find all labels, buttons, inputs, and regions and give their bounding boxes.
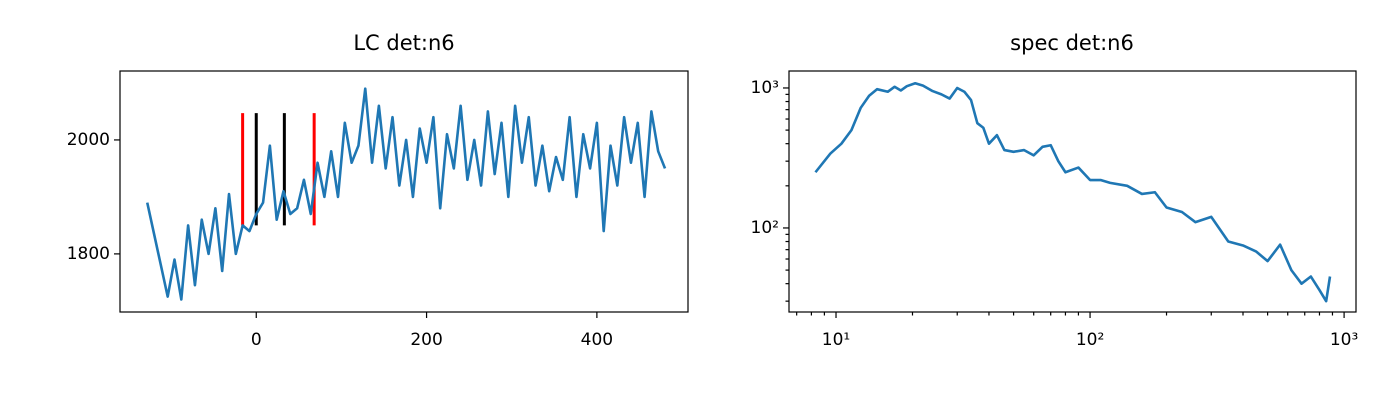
chart-title: spec det:n6 bbox=[1010, 31, 1134, 55]
chart-title: LC det:n6 bbox=[353, 31, 454, 55]
axes-frame bbox=[788, 70, 1357, 313]
y-tick-label: 1800 bbox=[67, 244, 110, 264]
axes-frame bbox=[119, 70, 689, 313]
x-tick-label: 400 bbox=[581, 330, 613, 350]
y-tick-label: 2000 bbox=[67, 130, 110, 150]
x-tick-label: 10³ bbox=[1330, 330, 1358, 350]
y-tick-label: 10³ bbox=[751, 78, 779, 98]
y-tick-label: 10² bbox=[751, 218, 779, 238]
x-tick-label: 10² bbox=[1076, 330, 1104, 350]
x-tick-label: 200 bbox=[410, 330, 442, 350]
data-line bbox=[814, 81, 1332, 303]
x-tick-label: 0 bbox=[251, 330, 262, 350]
x-tick-label: 10¹ bbox=[822, 330, 850, 350]
data-line bbox=[145, 87, 667, 301]
